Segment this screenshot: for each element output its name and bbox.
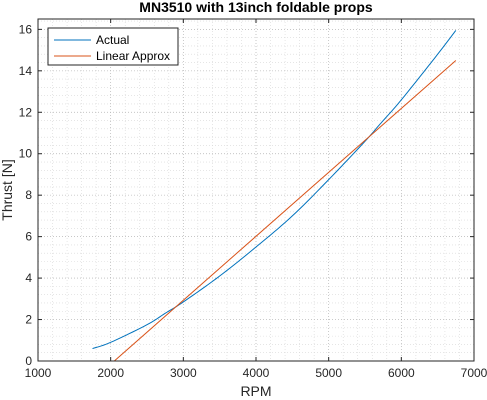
x-tick-label: 1000 xyxy=(25,366,52,380)
y-tick-label: 10 xyxy=(19,147,33,161)
y-tick-label: 14 xyxy=(19,64,33,78)
y-tick-label: 12 xyxy=(19,105,33,119)
legend-box xyxy=(47,27,179,66)
x-tick-label: 2000 xyxy=(97,366,124,380)
y-tick-label: 4 xyxy=(25,271,32,285)
axis-ticks xyxy=(37,19,475,362)
y-tick-label: 6 xyxy=(25,230,32,244)
x-tick-label: 7000 xyxy=(461,366,487,380)
series-layer xyxy=(92,30,457,362)
x-tick-label: 6000 xyxy=(388,366,415,380)
y-tick-label: 2 xyxy=(25,313,32,327)
series-line-actual xyxy=(92,30,457,350)
series-line-linear-approx xyxy=(113,60,457,362)
legend-label-linear-approx: Linear Approx xyxy=(96,49,170,63)
x-axis-title: RPM xyxy=(240,383,271,399)
x-tick-label: 3000 xyxy=(170,366,197,380)
y-axis-title: Thrust [N] xyxy=(0,159,15,220)
y-tick-label: 8 xyxy=(25,188,32,202)
y-tick-label: 16 xyxy=(19,22,33,36)
legend: Actual Linear Approx xyxy=(47,27,179,66)
x-tick-label: 4000 xyxy=(243,366,270,380)
chart-title: MN3510 with 13inch foldable props xyxy=(139,0,373,15)
legend-label-actual: Actual xyxy=(96,33,129,47)
axis-tick-labels: 1000 2000 3000 4000 5000 6000 7000 0 2 4 6 8 10 12 14 1… xyxy=(19,22,487,380)
y-tick-label: 0 xyxy=(25,354,32,368)
x-tick-label: 5000 xyxy=(315,366,342,380)
